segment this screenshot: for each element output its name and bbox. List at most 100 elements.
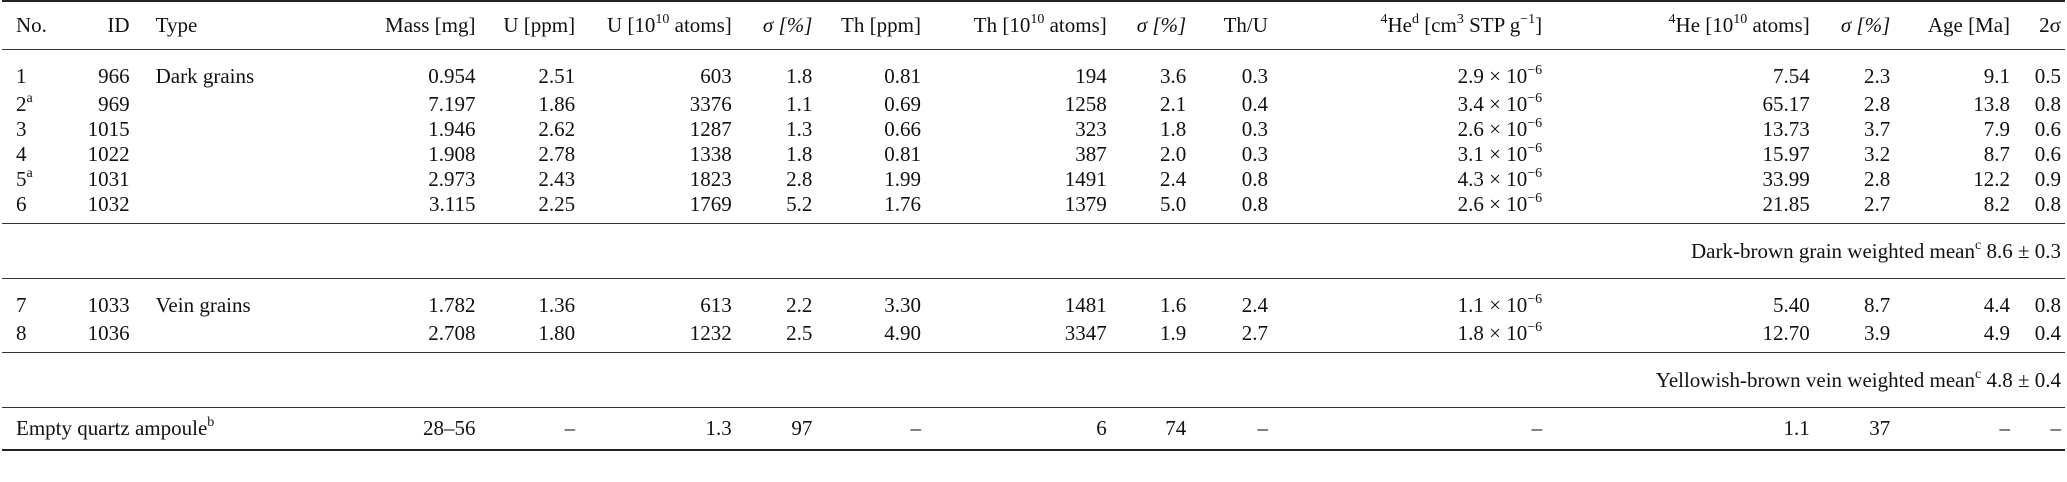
cell-he-atoms: 21.85 — [1762, 192, 1810, 216]
cell-he-atoms: 15.97 — [1762, 142, 1810, 166]
cell-id: 1031 — [87, 167, 130, 191]
vein-mean-group: Yellowish-brown vein weighted meanc 4.8 … — [2, 352, 2065, 408]
col-mass: Mass [mg] — [342, 0, 476, 50]
cell-sigma-u: 2.5 — [786, 321, 813, 345]
cell-sigma-th: 2.4 — [1159, 167, 1187, 191]
cell-no: 6 — [16, 192, 27, 216]
cell-th-atoms: 1491 — [1064, 167, 1107, 191]
cell-sigma-th: 3.6 — [1106, 49, 1187, 92]
table-row: 4 1022 1.908 2.78 1338 1.8 0.81 387 2.0 0.3 3.1 × … — [2, 142, 2065, 167]
cell-age: 8.7 — [1983, 142, 2011, 166]
cell-he-atoms: 13.73 — [1762, 117, 1810, 141]
cell-he-conc: 3.4 × 10−6 — [1457, 91, 1543, 117]
dark-mean-cell: Dark-brown grain weighted meanc 8.6 ± 0.… — [2, 223, 2065, 279]
cell-he-atoms: 33.99 — [1762, 167, 1810, 191]
cell-u-ppm: 2.62 — [538, 117, 576, 141]
cell-th-atoms: 1379 — [1064, 192, 1107, 216]
col-sigma-he: σ [%] — [1809, 0, 1891, 50]
blank-sigma-he: 37 — [1809, 407, 1891, 451]
header-row: No. ID Type Mass [mg] U [ppm] U [1010 at… — [2, 0, 2065, 50]
col-sigma-th: σ [%] — [1106, 0, 1187, 50]
blank-sigma-th: 74 — [1106, 407, 1187, 451]
cell-he-atoms: 65.17 — [1762, 92, 1810, 116]
cell-mass: 1.908 — [428, 142, 476, 166]
cell-sigma-u: 2.2 — [731, 278, 813, 321]
cell-sigma-u: 1.8 — [786, 142, 813, 166]
cell-type: Vein grains — [129, 278, 343, 321]
cell-he-conc: 2.9 × 10−6 — [1267, 49, 1543, 92]
cell-th-u: 2.7 — [1241, 321, 1268, 345]
col-no: No. — [2, 0, 79, 50]
cell-age: 4.4 — [1890, 278, 2011, 321]
cell-u-ppm: 2.78 — [538, 142, 576, 166]
cell-th-u: 0.3 — [1186, 49, 1268, 92]
cell-th-u: 0.8 — [1241, 167, 1268, 191]
table-row: 3 1015 1.946 2.62 1287 1.3 0.66 323 1.8 0.3 2.6 × … — [2, 117, 2065, 142]
cell-two-sigma: 0.6 — [2034, 142, 2061, 166]
table-row: 8 1036 2.708 1.80 1232 2.5 4.90 3347 1.9 2.7 1.8 ×… — [2, 321, 2065, 353]
cell-age: 13.8 — [1973, 92, 2011, 116]
cell-sigma-he: 2.8 — [1864, 167, 1891, 191]
cell-mass: 3.115 — [428, 192, 476, 216]
cell-type — [130, 117, 343, 142]
cell-u-ppm: 1.86 — [538, 92, 576, 116]
cell-type — [130, 92, 343, 117]
cell-id: 1032 — [87, 192, 130, 216]
cell-th-u: 2.4 — [1186, 278, 1268, 321]
cell-age: 9.1 — [1890, 49, 2011, 92]
table-row: 5a 1031 2.973 2.43 1823 2.8 1.99 1491 2.4 0.8 4.3 … — [2, 167, 2065, 192]
cell-th-ppm: 0.66 — [884, 117, 921, 141]
cell-th-u: 0.4 — [1241, 92, 1268, 116]
cell-th-ppm: 1.76 — [884, 192, 921, 216]
cell-id: 966 — [78, 49, 130, 92]
cell-he-atoms: 5.40 — [1542, 278, 1810, 321]
blank-u-ppm: – — [475, 407, 576, 451]
cell-u-atoms: 1769 — [689, 192, 732, 216]
cell-u-atoms: 1287 — [689, 117, 732, 141]
cell-type — [130, 167, 343, 192]
cell-sigma-he: 2.3 — [1809, 49, 1891, 92]
cell-u-ppm: 1.80 — [538, 321, 576, 345]
cell-he-conc: 2.6 × 10−6 — [1457, 116, 1543, 142]
cell-no: 8 — [16, 321, 27, 345]
blank-mass: 28–56 — [342, 407, 476, 451]
cell-sigma-u: 2.8 — [786, 167, 813, 191]
cell-no: 4 — [16, 142, 27, 166]
cell-no: 1 — [2, 49, 79, 92]
cell-u-atoms: 1232 — [689, 321, 732, 345]
cell-he-conc: 2.6 × 10−6 — [1457, 191, 1543, 217]
data-table: No. ID Type Mass [mg] U [ppm] U [1010 at… — [2, 0, 2065, 451]
cell-sigma-u: 1.1 — [786, 92, 813, 116]
cell-two-sigma: 0.8 — [2034, 192, 2061, 216]
blank-sigma-u: 97 — [731, 407, 813, 451]
cell-sigma-th: 1.9 — [1159, 321, 1187, 345]
cell-u-atoms: 1338 — [689, 142, 732, 166]
table-row: 1 966 Dark grains 0.954 2.51 603 1.8 0.81 194 3.6… — [2, 49, 2065, 92]
cell-id: 1015 — [87, 117, 130, 141]
cell-type — [130, 192, 343, 224]
blank-th-ppm: – — [812, 407, 921, 451]
cell-u-atoms: 613 — [575, 278, 732, 321]
cell-th-ppm: 0.81 — [812, 49, 921, 92]
cell-id: 1033 — [78, 278, 130, 321]
cell-u-ppm: 2.51 — [475, 49, 576, 92]
cell-age: 12.2 — [1973, 167, 2011, 191]
vein-grains-group: 7 1033 Vein grains 1.782 1.36 613 2.2 3.30 1481 1… — [2, 278, 2065, 353]
cell-u-atoms: 1823 — [689, 167, 732, 191]
cell-th-atoms: 323 — [1075, 117, 1107, 141]
cell-u-ppm: 2.25 — [538, 192, 576, 216]
cell-th-atoms: 194 — [920, 49, 1107, 92]
cell-u-atoms: 3376 — [689, 92, 732, 116]
col-two-sigma: 2σ — [2010, 0, 2065, 50]
cell-age: 7.9 — [1983, 117, 2011, 141]
cell-mass: 0.954 — [342, 49, 476, 92]
dark-mean-group: Dark-brown grain weighted meanc 8.6 ± 0.… — [2, 223, 2065, 279]
cell-no: 5a — [16, 166, 33, 192]
cell-two-sigma: 0.9 — [2034, 167, 2061, 191]
cell-sigma-u: 1.3 — [786, 117, 813, 141]
cell-type: Dark grains — [129, 49, 343, 92]
cell-sigma-he: 3.9 — [1864, 321, 1891, 345]
cell-sigma-u: 5.2 — [786, 192, 813, 216]
cell-sigma-th: 5.0 — [1159, 192, 1187, 216]
cell-sigma-th: 1.8 — [1159, 117, 1187, 141]
